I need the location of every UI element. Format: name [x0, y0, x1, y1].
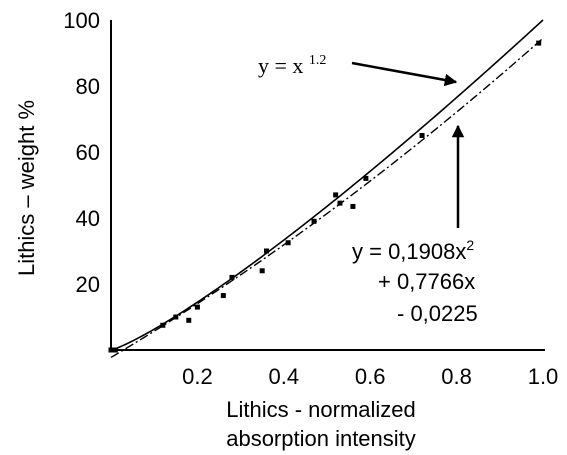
polynomial-equation-exponent: 2: [466, 237, 474, 253]
power-equation-base: y = x: [258, 53, 309, 78]
data-point: [194, 304, 200, 310]
data-point: [363, 175, 369, 181]
polynomial-fit-curve: [110, 37, 544, 359]
data-point: [333, 192, 339, 198]
y-axis-label: Lithics – weight %: [14, 100, 39, 276]
data-point: [536, 40, 542, 46]
data-point: [108, 347, 114, 353]
power-equation: y = x 1.2: [258, 53, 326, 78]
data-point: [229, 274, 235, 280]
polynomial-equation-line3: - 0,0225: [397, 301, 478, 326]
x-tick-labels: 0.2 0.4 0.6 0.8 1.0: [182, 364, 558, 389]
polynomial-equation-line1: y = 0,1908x2: [352, 237, 474, 264]
y-tick-label-100: 100: [63, 8, 100, 33]
x-tick-label-1.0: 1.0: [528, 364, 559, 389]
x-tick-label-0.2: 0.2: [182, 364, 213, 389]
power-equation-exponent: 1.2: [309, 53, 327, 68]
data-point: [259, 268, 265, 274]
data-point: [112, 347, 118, 353]
y-tick-labels: 20 40 60 80 100: [63, 8, 100, 297]
y-tick-label-40: 40: [76, 206, 100, 231]
data-point: [160, 322, 166, 328]
y-tick-label-20: 20: [76, 272, 100, 297]
data-point: [173, 314, 179, 320]
x-tick-label-0.6: 0.6: [355, 364, 386, 389]
power-equation-arrow: [351, 61, 458, 87]
data-point: [220, 293, 226, 299]
power-fit-curve: [110, 19, 544, 351]
data-point: [186, 317, 192, 323]
data-point: [285, 240, 291, 246]
data-point: [419, 133, 425, 138]
polynomial-equation-line2: + 0,7766x: [378, 269, 475, 294]
polynomial-equation-line1-base: y = 0,1908x: [352, 239, 466, 264]
y-tick-label-80: 80: [76, 74, 100, 99]
data-point: [350, 203, 356, 209]
x-tick-label-0.8: 0.8: [441, 364, 472, 389]
x-tick-label-0.4: 0.4: [269, 364, 300, 389]
x-axis-label-line2: absorption intensity: [226, 426, 416, 451]
data-point: [311, 218, 317, 224]
y-tick-label-60: 60: [76, 140, 100, 165]
data-point: [264, 248, 270, 254]
data-points: [108, 40, 542, 353]
data-point: [337, 200, 343, 206]
x-axis-label-line1: Lithics - normalized: [226, 397, 416, 422]
